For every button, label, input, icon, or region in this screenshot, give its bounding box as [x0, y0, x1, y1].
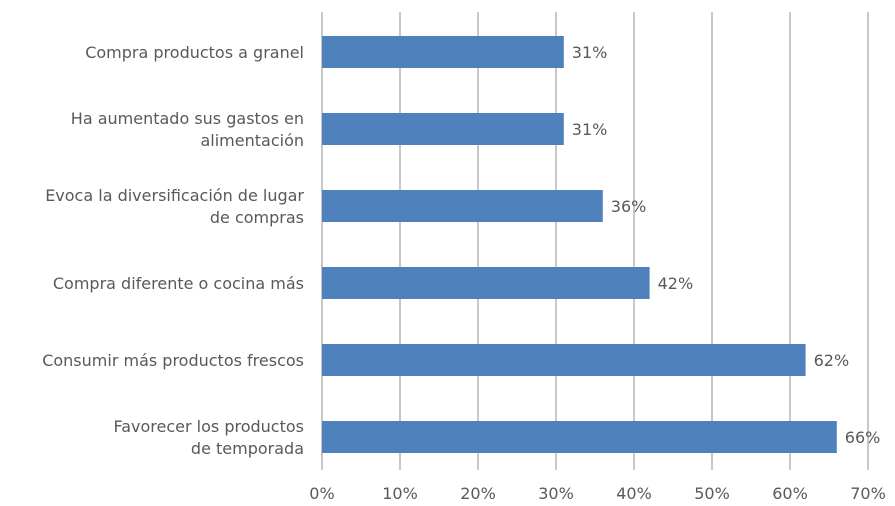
data-label: 66%: [845, 428, 881, 447]
bar: [322, 344, 806, 376]
category-label-line: de temporada: [191, 439, 304, 458]
category-label-line: Favorecer los productos: [114, 417, 305, 436]
category-label: Evoca la diversificación de lugar de comp…: [45, 186, 304, 227]
data-label: 31%: [572, 43, 608, 62]
category-label: Compra diferente o cocina más: [53, 274, 304, 293]
x-tick-label: 10%: [382, 484, 418, 503]
category-label-line: Evoca la diversificación de lugar: [45, 186, 304, 205]
bar-layer: [322, 36, 837, 453]
x-tick-label: 60%: [772, 484, 808, 503]
bar: [322, 421, 837, 453]
x-tick-label: 0%: [309, 484, 334, 503]
category-label-line: Compra diferente o cocina más: [53, 274, 304, 293]
x-tick-label: 50%: [694, 484, 730, 503]
category-label-line: alimentación: [200, 131, 304, 150]
grid-layer: [321, 12, 869, 470]
bar: [322, 113, 564, 145]
data-label: 31%: [572, 120, 608, 139]
category-label-line: Consumir más productos frescos: [42, 351, 304, 370]
data-label: 62%: [814, 351, 850, 370]
x-tick-label: 40%: [616, 484, 652, 503]
category-label-line: de compras: [210, 208, 304, 227]
label-layer: 31% Compra productos a granel 31% Ha aument…: [42, 43, 880, 458]
bar: [322, 190, 603, 222]
x-tick-label: 30%: [538, 484, 574, 503]
bar: [322, 267, 650, 299]
category-label: Favorecer los productos de temporada: [114, 417, 305, 458]
category-label: Ha aumentado sus gastos en alimentación: [71, 109, 304, 150]
x-axis-ticks: 0% 10% 20% 30% 40% 50% 60% 70%: [309, 484, 885, 503]
x-tick-label: 70%: [850, 484, 886, 503]
x-tick-label: 20%: [460, 484, 496, 503]
data-label: 36%: [611, 197, 647, 216]
category-label: Consumir más productos frescos: [42, 351, 304, 370]
category-label-line: Compra productos a granel: [85, 43, 304, 62]
bar: [322, 36, 564, 68]
category-label: Compra productos a granel: [85, 43, 304, 62]
data-label: 42%: [658, 274, 694, 293]
category-label-line: Ha aumentado sus gastos en: [71, 109, 304, 128]
